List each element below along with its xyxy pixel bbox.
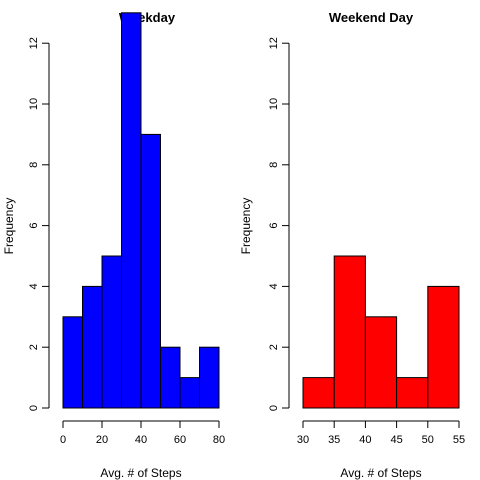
weekend-x-tick-label-4: 50	[422, 434, 434, 446]
weekday-bar-0	[62, 316, 83, 409]
weekday-y-tick-label-3: 6	[28, 223, 40, 229]
weekday-x-tick-label-0: 0	[60, 434, 66, 446]
weekend-x-tick-label-5: 55	[453, 434, 465, 446]
weekend-y-tick-label-2: 4	[268, 283, 280, 289]
weekend-bar-1	[333, 255, 366, 409]
weekend-y-tick-label-5: 10	[268, 98, 280, 110]
weekday-x-tick-label-3: 60	[174, 434, 186, 446]
weekend-y-tick-label-4: 8	[268, 162, 280, 168]
weekday-y-tick-label-6: 12	[28, 37, 40, 49]
weekend-title: Weekend Day	[329, 10, 414, 25]
weekday-bar-1	[82, 285, 103, 409]
weekend-bar-3	[396, 377, 429, 409]
weekday-bar-5	[160, 346, 181, 409]
weekday-xlabel: Avg. # of Steps	[100, 466, 181, 480]
weekday-y-tick-label-0: 0	[28, 405, 40, 411]
weekend-x-tick-label-3: 45	[390, 434, 402, 446]
weekday-bar-7	[199, 346, 220, 409]
weekend-y-tick-label-6: 12	[268, 37, 280, 49]
weekend-bar-0	[302, 377, 335, 409]
weekday-x-tick-label-2: 40	[135, 434, 147, 446]
weekday-x-tick-label-4: 80	[213, 434, 225, 446]
weekend-xlabel: Avg. # of Steps	[340, 466, 421, 480]
weekend-ylabel: Frequency	[239, 198, 253, 255]
weekday-histogram: Weekday Avg. # of Steps Frequency 0 20 40 6…	[2, 10, 225, 480]
weekend-y-tick-label-0: 0	[268, 405, 280, 411]
weekend-x-tick-label-2: 40	[359, 434, 371, 446]
weekday-bar-6	[179, 377, 200, 409]
weekend-bar-2	[364, 316, 398, 409]
weekend-x-tick-label-0: 30	[297, 434, 309, 446]
weekday-bar-4	[140, 133, 161, 409]
weekday-y-tick-label-1: 2	[28, 344, 40, 350]
weekday-y-tick-label-2: 4	[28, 283, 40, 289]
weekday-y-tick-label-4: 8	[28, 162, 40, 168]
weekend-y-tick-label-1: 2	[268, 344, 280, 350]
weekend-x-tick-label-1: 35	[328, 434, 340, 446]
weekday-y-tick-label-5: 10	[28, 98, 40, 110]
weekday-x-tick-label-1: 20	[96, 434, 108, 446]
weekday-bar-3	[121, 12, 142, 409]
weekend-y-tick-label-3: 6	[268, 223, 280, 229]
weekday-ylabel: Frequency	[2, 198, 16, 255]
weekend-histogram: Weekend Day Avg. # of Steps Frequency 30…	[239, 10, 465, 480]
weekend-bar-4	[427, 285, 460, 409]
weekday-bar-2	[101, 255, 122, 409]
